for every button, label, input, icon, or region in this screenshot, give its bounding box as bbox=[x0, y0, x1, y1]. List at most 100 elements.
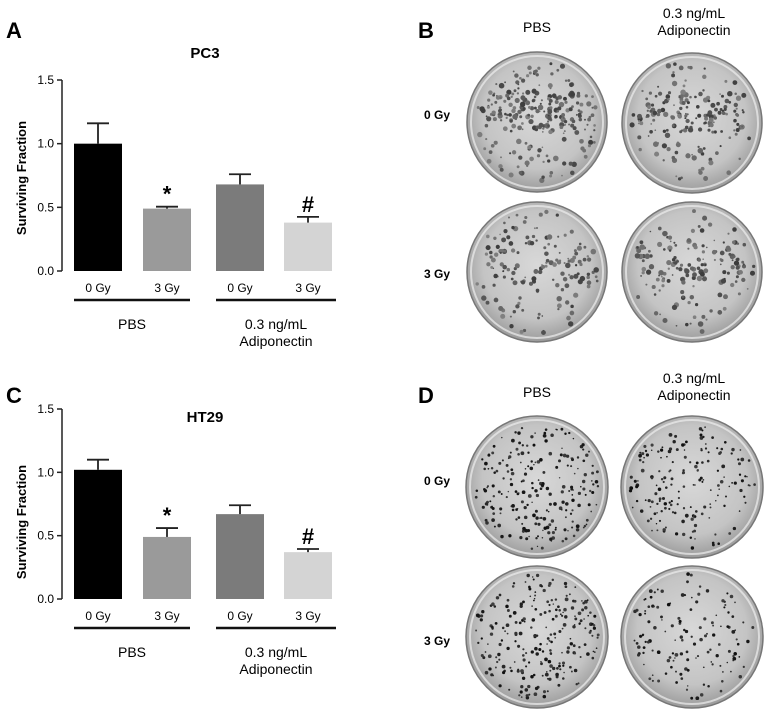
colony bbox=[558, 662, 561, 665]
colony bbox=[728, 532, 732, 535]
colony bbox=[492, 283, 496, 287]
colony bbox=[534, 591, 537, 593]
colony bbox=[499, 119, 503, 122]
colony bbox=[516, 669, 520, 673]
colony bbox=[592, 626, 597, 630]
colony bbox=[503, 229, 508, 234]
colony bbox=[498, 111, 503, 116]
colony bbox=[631, 113, 636, 117]
colony bbox=[651, 529, 653, 532]
colony bbox=[505, 623, 510, 628]
colony bbox=[570, 670, 573, 673]
colony bbox=[596, 633, 600, 637]
colony bbox=[502, 275, 506, 279]
colony bbox=[592, 623, 596, 627]
colony bbox=[501, 626, 505, 630]
colony bbox=[557, 95, 563, 100]
colony bbox=[717, 542, 720, 545]
colony bbox=[698, 170, 703, 175]
colony bbox=[506, 235, 511, 240]
colony bbox=[660, 456, 662, 459]
colony bbox=[749, 270, 756, 276]
colony bbox=[520, 426, 524, 430]
colony bbox=[509, 152, 512, 155]
colony bbox=[645, 283, 648, 286]
colony bbox=[664, 630, 667, 633]
colony bbox=[525, 444, 529, 447]
colony bbox=[731, 615, 735, 618]
colony bbox=[649, 517, 653, 520]
colony bbox=[562, 611, 564, 614]
colony bbox=[567, 530, 569, 532]
colony bbox=[699, 693, 704, 697]
colony bbox=[500, 313, 506, 319]
colony bbox=[685, 688, 689, 691]
colony bbox=[660, 478, 664, 481]
colony bbox=[499, 251, 502, 254]
colony bbox=[486, 486, 489, 489]
colony bbox=[519, 329, 524, 334]
colony bbox=[563, 671, 565, 674]
colony bbox=[521, 522, 524, 525]
colony bbox=[584, 493, 587, 496]
colony bbox=[517, 644, 521, 648]
colony bbox=[537, 66, 541, 70]
colony bbox=[668, 249, 672, 252]
colony bbox=[731, 259, 734, 262]
colony bbox=[588, 631, 592, 634]
colony bbox=[677, 490, 680, 493]
colony bbox=[527, 451, 530, 454]
colony bbox=[727, 611, 730, 614]
colony bbox=[539, 177, 545, 184]
colony bbox=[512, 611, 517, 615]
colony bbox=[587, 257, 592, 262]
colony bbox=[674, 657, 676, 659]
colony bbox=[676, 503, 679, 506]
colony bbox=[690, 635, 693, 638]
colony bbox=[508, 688, 511, 691]
colony bbox=[585, 453, 589, 457]
colony bbox=[529, 466, 534, 471]
colony bbox=[538, 212, 543, 217]
colony bbox=[591, 656, 595, 660]
colony bbox=[551, 93, 557, 98]
colony bbox=[723, 476, 725, 478]
colony bbox=[697, 321, 704, 327]
colony bbox=[533, 269, 539, 274]
row-label-3gy: 3 Gy bbox=[424, 267, 450, 281]
colony bbox=[694, 464, 698, 469]
colony bbox=[546, 690, 549, 693]
colony bbox=[522, 648, 525, 651]
colony bbox=[498, 305, 504, 312]
colony bbox=[639, 509, 644, 513]
colony bbox=[484, 670, 489, 675]
colony bbox=[553, 155, 559, 162]
colony bbox=[733, 260, 740, 266]
colony bbox=[493, 236, 497, 240]
colony bbox=[665, 128, 669, 132]
colony bbox=[697, 592, 701, 596]
colony bbox=[562, 623, 567, 627]
colony bbox=[506, 646, 510, 651]
colony bbox=[660, 448, 664, 452]
colony bbox=[491, 602, 495, 606]
colony bbox=[524, 241, 528, 245]
colony bbox=[549, 106, 553, 110]
colony bbox=[521, 78, 526, 83]
colony bbox=[480, 653, 484, 658]
colony bbox=[699, 329, 705, 334]
colony bbox=[542, 470, 546, 474]
colony bbox=[730, 255, 734, 259]
colony bbox=[714, 107, 718, 112]
colony bbox=[680, 290, 685, 295]
colony bbox=[487, 654, 492, 659]
colony bbox=[508, 614, 512, 618]
colony bbox=[735, 638, 738, 641]
colony bbox=[663, 476, 667, 480]
colony bbox=[573, 292, 579, 298]
colony bbox=[577, 491, 582, 496]
colony bbox=[675, 324, 678, 327]
colony bbox=[562, 664, 565, 667]
colony bbox=[738, 270, 743, 275]
colony bbox=[736, 257, 740, 262]
